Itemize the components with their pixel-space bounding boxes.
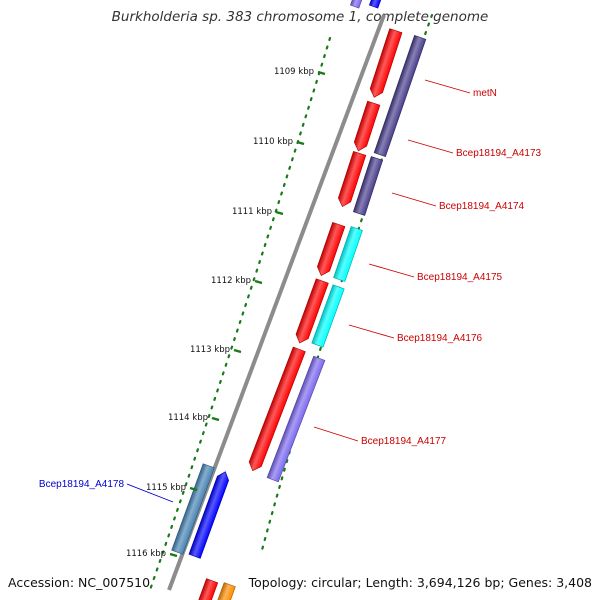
kbp-tick: 1116 kbp xyxy=(126,549,178,559)
tick-mark xyxy=(233,348,242,354)
tick-mark xyxy=(296,140,305,146)
genome-summary-text: Topology: circular; Length: 3,694,126 bp… xyxy=(248,575,592,590)
gene-label-group[interactable]: metN xyxy=(424,79,497,99)
kbp-tick: 1109 kbp xyxy=(274,67,326,77)
gene-label[interactable]: Bcep18194_A4175 xyxy=(417,272,503,283)
tick-label: 1113 kbp xyxy=(190,345,230,355)
leader-line xyxy=(407,139,454,154)
map-title: Burkholderia sp. 383 chromosome 1, compl… xyxy=(111,9,489,25)
tick-label: 1111 kbp xyxy=(232,207,272,217)
gene-feature-bcep18194_a4175[interactable] xyxy=(333,226,363,282)
outer-tick-ring xyxy=(148,36,332,592)
tick-mark xyxy=(254,279,263,285)
reverse-strand-cds[interactable] xyxy=(188,470,231,559)
leader-line xyxy=(424,79,471,94)
partial-feature-bottom-red[interactable] xyxy=(197,578,219,600)
accession-text: Accession: NC_007510 xyxy=(8,575,151,590)
gene-label[interactable]: Bcep18194_A4177 xyxy=(361,436,447,447)
tick-label: 1116 kbp xyxy=(126,549,166,559)
tick-mark xyxy=(211,416,220,422)
forward-strand-cds[interactable] xyxy=(352,100,381,153)
gene-label-group[interactable]: Bcep18194_A4177 xyxy=(313,426,447,447)
tick-marks: 1109 kbp 1110 kbp 1111 kbp 1112 kbp 1113 kbp… xyxy=(126,67,326,559)
gene-label-group[interactable]: Bcep18194_A4173 xyxy=(407,139,542,159)
gene-label[interactable]: Bcep18194_A4173 xyxy=(456,148,542,159)
tick-mark xyxy=(189,486,198,492)
gene-labels: metN Bcep18194_A4173 Bcep18194_A4174 Bcep18… xyxy=(39,79,542,503)
gene-features xyxy=(171,0,427,600)
gene-label[interactable]: metN xyxy=(473,88,497,99)
partial-feature-bottom-orange[interactable] xyxy=(216,582,236,600)
kbp-tick: 1113 kbp xyxy=(190,345,242,355)
kbp-tick: 1114 kbp xyxy=(168,413,220,423)
tick-label: 1109 kbp xyxy=(274,67,314,77)
leader-line xyxy=(348,324,395,339)
gene-label[interactable]: Bcep18194_A4178 xyxy=(39,479,125,490)
tick-mark xyxy=(275,210,284,216)
partial-feature-top-slate[interactable] xyxy=(349,0,365,9)
gene-label-group[interactable]: Bcep18194_A4174 xyxy=(391,192,525,212)
tick-mark xyxy=(169,552,178,558)
gene-label[interactable]: Bcep18194_A4174 xyxy=(439,201,525,212)
leader-line xyxy=(368,263,415,278)
gene-label-group[interactable]: Bcep18194_A4175 xyxy=(368,263,503,283)
leader-line xyxy=(313,426,359,442)
forward-strand-cds[interactable] xyxy=(315,221,346,277)
forward-strand-cds[interactable] xyxy=(368,28,403,100)
forward-strand-cds[interactable] xyxy=(336,150,367,208)
gene-label-group[interactable]: Bcep18194_A4176 xyxy=(348,324,483,344)
gene-feature-bcep18194_a4178[interactable] xyxy=(171,463,215,555)
kbp-tick: 1110 kbp xyxy=(253,137,305,147)
kbp-tick: 1112 kbp xyxy=(211,276,263,286)
kbp-tick: 1115 kbp xyxy=(146,483,198,493)
gene-label-group[interactable]: Bcep18194_A4178 xyxy=(39,479,174,503)
gene-feature-bcep18194_a4177[interactable] xyxy=(266,355,326,483)
forward-strand-cds[interactable] xyxy=(247,346,306,473)
partial-feature-top-blue[interactable] xyxy=(368,0,384,9)
gene-feature-bcep18194_a4176[interactable] xyxy=(311,284,345,348)
kbp-tick: 1111 kbp xyxy=(232,207,284,217)
tick-label: 1115 kbp xyxy=(146,483,186,493)
leader-line xyxy=(126,483,174,503)
gene-label[interactable]: Bcep18194_A4176 xyxy=(397,333,483,344)
tick-label: 1114 kbp xyxy=(168,413,208,423)
tick-mark xyxy=(317,70,326,76)
gene-feature-metn[interactable] xyxy=(373,35,427,157)
forward-strand-cds[interactable] xyxy=(294,278,329,345)
tick-label: 1112 kbp xyxy=(211,276,251,286)
gene-feature-bcep18194_a4174[interactable] xyxy=(352,156,384,216)
tick-label: 1110 kbp xyxy=(253,137,293,147)
leader-line xyxy=(391,192,437,207)
